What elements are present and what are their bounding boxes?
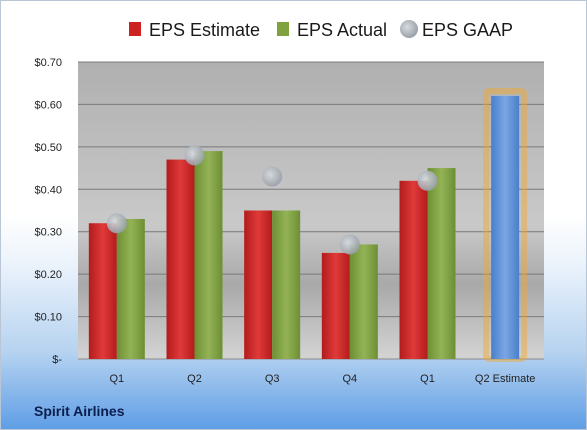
bar-eps-actual xyxy=(194,151,223,359)
bar-eps-estimate xyxy=(88,223,117,359)
legend-swatch xyxy=(400,20,418,38)
x-tick-label: Q1 xyxy=(420,373,435,385)
bar-eps-actual xyxy=(427,168,456,359)
bar-eps-actual xyxy=(272,210,301,359)
legend-swatch xyxy=(129,22,141,36)
x-tick-label: Q2 xyxy=(187,373,202,385)
y-tick-label: $0.20 xyxy=(34,269,62,281)
legend-item: EPS GAAP xyxy=(400,20,513,40)
plot-area xyxy=(78,62,544,359)
x-tick-label: Q4 xyxy=(342,373,357,385)
legend-label: EPS Estimate xyxy=(149,20,260,40)
marker-eps-gaap xyxy=(262,166,283,187)
legend-item: EPS Estimate xyxy=(129,20,260,40)
x-tick-label: Q3 xyxy=(265,373,280,385)
marker-eps-gaap xyxy=(184,145,205,166)
company-name: Spirit Airlines xyxy=(34,403,125,419)
y-tick-label: $0.10 xyxy=(34,312,62,324)
bar-eps-estimate xyxy=(321,252,350,359)
y-tick-label: $0.30 xyxy=(34,227,62,239)
y-tick-label: $- xyxy=(52,354,62,366)
marker-eps-gaap xyxy=(106,213,127,234)
bar-eps-estimate xyxy=(166,159,195,359)
bar-eps-actual xyxy=(349,244,378,359)
y-tick-label: $0.50 xyxy=(34,142,62,154)
legend-swatch xyxy=(277,22,289,36)
y-tick-label: $0.40 xyxy=(34,184,62,196)
legend-label: EPS Actual xyxy=(297,20,387,40)
bar-q2-estimate xyxy=(491,95,520,359)
eps-chart: EPS Estimate EPS Actual EPS GAAP $0.70 $0.6… xyxy=(34,20,544,385)
bar-eps-actual xyxy=(116,218,145,359)
legend-item: EPS Actual xyxy=(277,20,387,40)
y-tick-label: $0.70 xyxy=(34,57,62,69)
x-tick-label: Q2 Estimate xyxy=(475,373,536,385)
bar-eps-estimate xyxy=(399,180,428,359)
marker-eps-gaap xyxy=(339,234,360,255)
x-tick-label: Q1 xyxy=(109,373,124,385)
legend-label: EPS GAAP xyxy=(422,20,513,40)
y-tick-label: $0.60 xyxy=(34,99,62,111)
marker-eps-gaap xyxy=(417,170,438,191)
bar-eps-estimate xyxy=(244,210,273,359)
